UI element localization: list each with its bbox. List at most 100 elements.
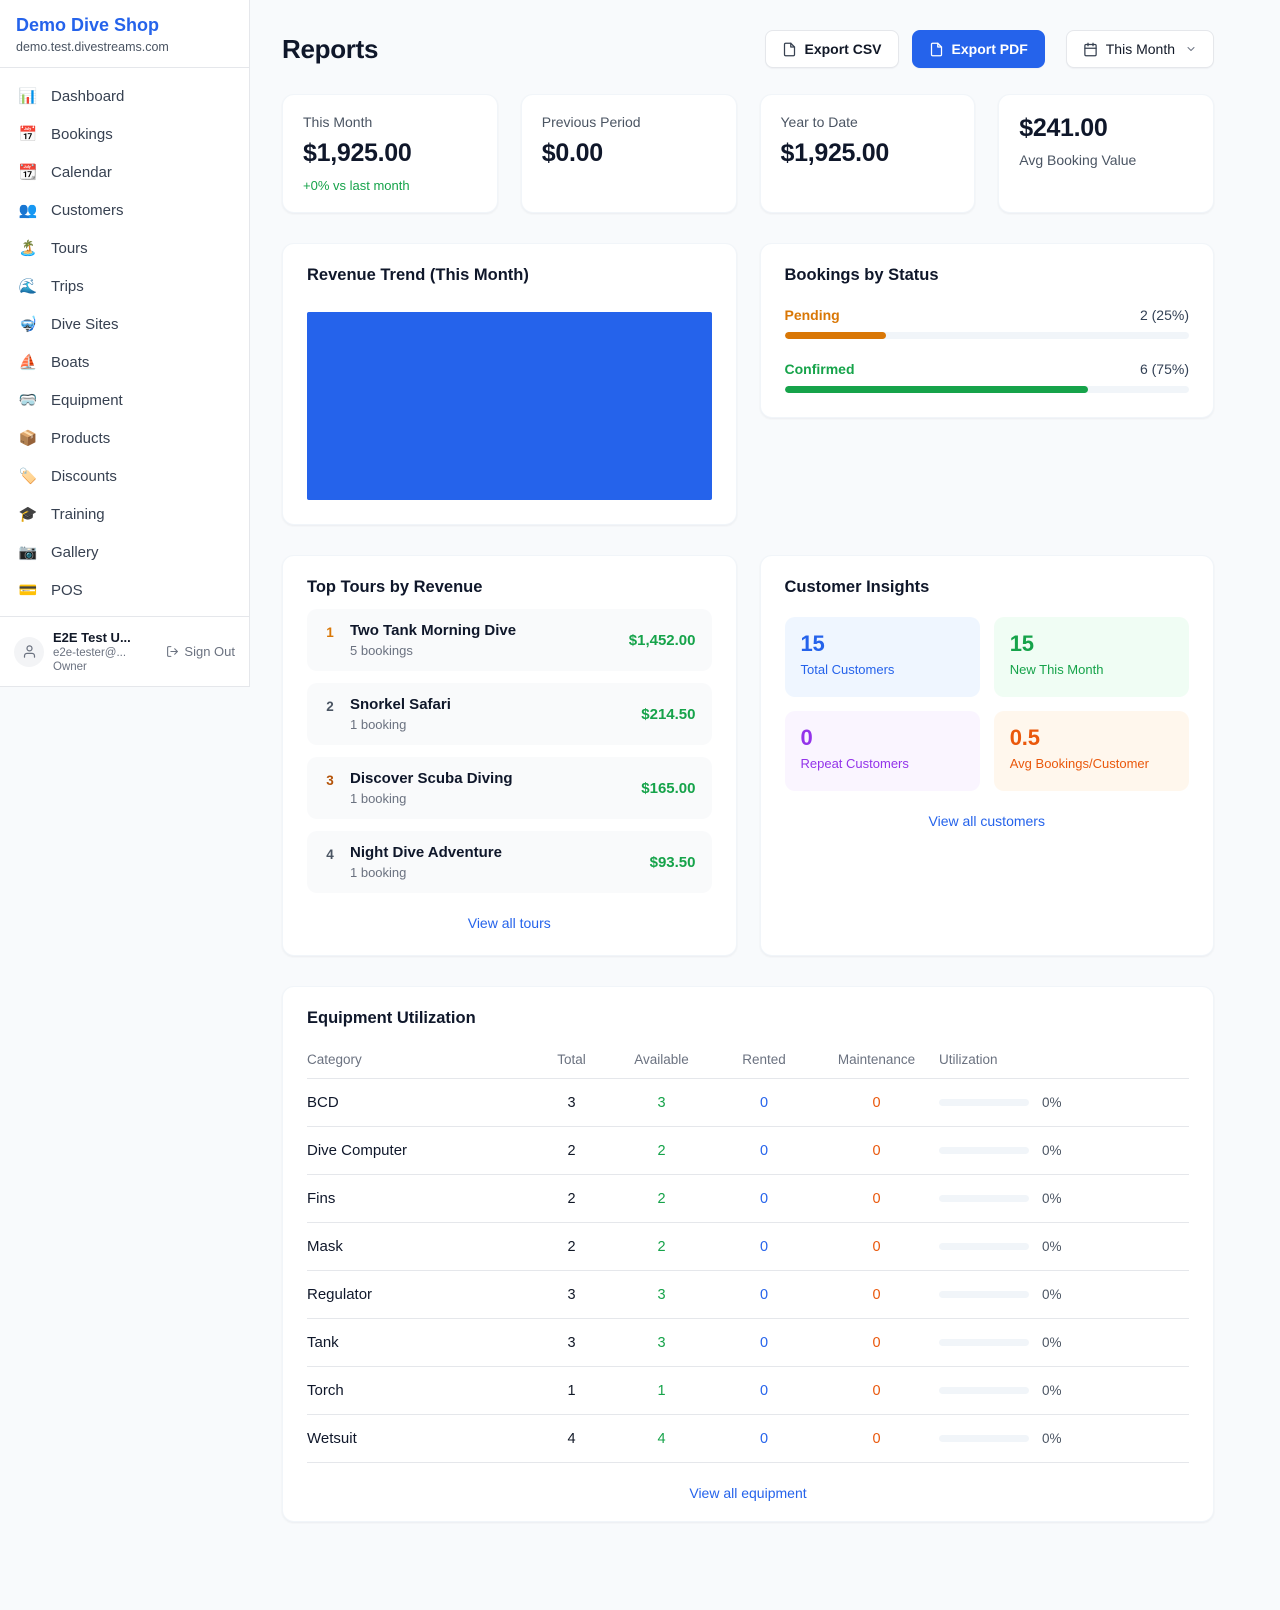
- equipment-total: 2: [534, 1126, 609, 1175]
- equipment-row: Torch 1 1 0 0 0%: [307, 1366, 1189, 1415]
- equipment-category: Dive Computer: [307, 1126, 534, 1175]
- charts-row: Revenue Trend (This Month) Bookings by S…: [282, 243, 1214, 525]
- calendar-icon: 📆: [18, 163, 38, 181]
- status-value: 6 (75%): [1139, 361, 1189, 377]
- period-select[interactable]: This Month: [1065, 30, 1214, 68]
- equipment-available: 4: [609, 1414, 714, 1463]
- sidebar-item-label: POS: [51, 581, 83, 599]
- sidebar-item-training[interactable]: 🎓 Training: [0, 495, 249, 533]
- pos-icon: 💳: [18, 581, 38, 599]
- sidebar-item-gallery[interactable]: 📷 Gallery: [0, 533, 249, 571]
- stat-delta: +0% vs last month: [303, 178, 410, 193]
- utilization-bar: [939, 1435, 1029, 1442]
- metric-new-this-month: 15 New This Month: [993, 617, 1189, 697]
- utilization-bar: [939, 1147, 1029, 1154]
- user-section: E2E Test U... e2e-tester@... Owner Sign …: [0, 616, 249, 686]
- metric-value: 0.5: [1009, 725, 1040, 750]
- equipment-rented: 0: [714, 1270, 814, 1319]
- tour-revenue: $93.50: [649, 853, 696, 871]
- sign-out-button[interactable]: Sign Out: [166, 644, 235, 659]
- tour-name: Night Dive Adventure: [350, 844, 502, 861]
- tour-rank: 3: [326, 773, 334, 788]
- equipment-category: BCD: [307, 1078, 534, 1127]
- bookings-by-status-card: Bookings by Status Pending 2 (25%) Confi…: [759, 243, 1214, 418]
- equipment-row: Dive Computer 2 2 0 0 0%: [307, 1126, 1189, 1175]
- utilization-percent: 0%: [1042, 1431, 1062, 1446]
- sidebar-item-pos[interactable]: 💳 POS: [0, 571, 249, 609]
- sidebar-item-label: Training: [51, 505, 105, 523]
- view-all-equipment-link[interactable]: View all equipment: [689, 1485, 807, 1501]
- metric-label: Total Customers: [800, 662, 895, 677]
- metric-label: Avg Bookings/Customer: [1009, 756, 1149, 771]
- utilization-percent: 0%: [1042, 1287, 1062, 1302]
- utilization-bar: [939, 1339, 1029, 1346]
- equipment-available: 2: [609, 1222, 714, 1271]
- equipment-rented: 0: [714, 1174, 814, 1223]
- sidebar-item-label: Dashboard: [51, 87, 125, 105]
- stat-label: This Month: [303, 114, 373, 130]
- metric-label: New This Month: [1009, 662, 1104, 677]
- stat-label: Previous Period: [541, 114, 641, 130]
- sidebar-item-dive-sites[interactable]: 🤿 Dive Sites: [0, 305, 249, 343]
- status-label: Pending: [784, 307, 840, 323]
- status-progress-fill: [784, 332, 886, 339]
- utilization-bar: [939, 1195, 1029, 1202]
- customer-insights-title: Customer Insights: [784, 578, 930, 596]
- utilization-bar: [939, 1243, 1029, 1250]
- sidebar-item-customers[interactable]: 👥 Customers: [0, 191, 249, 229]
- dive-sites-icon: 🤿: [18, 315, 38, 333]
- tour-name: Discover Scuba Diving: [350, 770, 513, 787]
- tour-name: Two Tank Morning Dive: [350, 622, 517, 639]
- sidebar-item-trips[interactable]: 🌊 Trips: [0, 267, 249, 305]
- equipment-maintenance: 0: [814, 1222, 939, 1271]
- equipment-utilization-card: Equipment Utilization Category Total Ava…: [282, 986, 1214, 1522]
- dashboard-icon: 📊: [18, 87, 38, 105]
- view-all-tours-link[interactable]: View all tours: [467, 915, 551, 931]
- equipment-row: Wetsuit 4 4 0 0 0%: [307, 1414, 1189, 1463]
- sidebar-item-discounts[interactable]: 🏷️ Discounts: [0, 457, 249, 495]
- status-progress-track: [784, 386, 1189, 393]
- insights-row: Top Tours by Revenue 1 Two Tank Morning …: [282, 555, 1214, 956]
- equipment-available: 3: [609, 1078, 714, 1127]
- period-label: This Month: [1105, 41, 1175, 57]
- top-tours-card: Top Tours by Revenue 1 Two Tank Morning …: [282, 555, 737, 956]
- trips-icon: 🌊: [18, 277, 38, 295]
- export-pdf-button[interactable]: Export PDF: [911, 30, 1045, 68]
- metric-total-customers: 15 Total Customers: [784, 617, 980, 697]
- shop-domain: demo.test.divestreams.com: [16, 40, 169, 54]
- sidebar-nav: 📊 Dashboard 📅 Bookings 📆 Calendar 👥 Cust…: [0, 68, 249, 616]
- tour-name: Snorkel Safari: [350, 696, 451, 713]
- status-label: Confirmed: [784, 361, 855, 377]
- training-icon: 🎓: [18, 505, 38, 523]
- sidebar-item-dashboard[interactable]: 📊 Dashboard: [0, 77, 249, 115]
- equipment-rented: 0: [714, 1222, 814, 1271]
- metric-label: Repeat Customers: [800, 756, 909, 771]
- equipment-available: 2: [609, 1126, 714, 1175]
- sidebar-item-calendar[interactable]: 📆 Calendar: [0, 153, 249, 191]
- sidebar-item-tours[interactable]: 🏝️ Tours: [0, 229, 249, 267]
- sidebar-item-products[interactable]: 📦 Products: [0, 419, 249, 457]
- export-csv-button[interactable]: Export CSV: [764, 30, 899, 68]
- equipment-table-header: Category Total Available Rented Maintena…: [307, 1042, 1189, 1079]
- sidebar-item-boats[interactable]: ⛵ Boats: [0, 343, 249, 381]
- utilization-percent: 0%: [1042, 1383, 1062, 1398]
- gallery-icon: 📷: [18, 543, 38, 561]
- user-name: E2E Test U...: [53, 630, 131, 645]
- column-rented: Rented: [714, 1042, 814, 1079]
- tour-revenue: $214.50: [641, 705, 696, 723]
- sidebar-item-equipment[interactable]: 🥽 Equipment: [0, 381, 249, 419]
- sidebar: Demo Dive Shop demo.test.divestreams.com…: [0, 0, 250, 687]
- equipment-maintenance: 0: [814, 1318, 939, 1367]
- tour-bookings: 1 booking: [350, 791, 407, 806]
- metric-value: 15: [1009, 631, 1034, 656]
- equipment-available: 1: [609, 1366, 714, 1415]
- revenue-trend-chart: [307, 312, 712, 500]
- stat-card-avg-booking-value: $241.00 Avg Booking Value: [998, 94, 1214, 213]
- sidebar-item-label: Gallery: [51, 543, 99, 561]
- equipment-available: 3: [609, 1318, 714, 1367]
- view-all-customers-link[interactable]: View all customers: [928, 813, 1045, 829]
- equipment-total: 3: [534, 1270, 609, 1319]
- status-row-pending: Pending 2 (25%): [784, 307, 1189, 339]
- sidebar-item-bookings[interactable]: 📅 Bookings: [0, 115, 249, 153]
- equipment-total: 2: [534, 1222, 609, 1271]
